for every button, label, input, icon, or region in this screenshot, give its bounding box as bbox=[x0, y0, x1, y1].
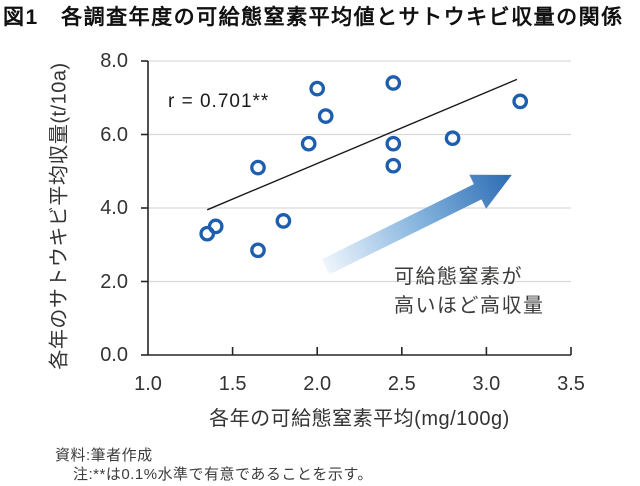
data-point bbox=[300, 135, 317, 152]
data-point bbox=[309, 80, 326, 97]
growth-arrow bbox=[321, 174, 512, 275]
scatter-plot-svg bbox=[141, 60, 572, 356]
y-tick-label: 0.0 bbox=[100, 344, 128, 366]
y-tick-label: 8.0 bbox=[100, 50, 128, 72]
x-tick-label: 1.0 bbox=[134, 373, 162, 395]
data-point bbox=[385, 135, 402, 152]
data-point bbox=[444, 130, 461, 147]
annotation-line1: 可給態窒素が bbox=[394, 266, 523, 288]
data-point bbox=[275, 213, 292, 229]
figure-title: 図1 各調査年度の可給態窒素平均値とサトウキビ収量の関係 bbox=[3, 6, 624, 29]
y-tick-label: 2.0 bbox=[100, 270, 128, 293]
x-tick-label: 3.5 bbox=[557, 373, 585, 395]
source-note: 資料:筆者作成 bbox=[55, 447, 153, 464]
data-point bbox=[512, 93, 529, 110]
y-tick-label: 4.0 bbox=[100, 197, 128, 219]
data-point bbox=[385, 157, 402, 174]
plot-area: r = 0.701** 可給態窒素が 高いほど高収量 bbox=[141, 60, 572, 356]
arrow-annotation: 可給態窒素が 高いほど高収量 bbox=[394, 263, 545, 321]
annotation-line2: 高いほど高収量 bbox=[394, 295, 545, 317]
x-axis-title: 各年の可給態窒素平均(mg/100g) bbox=[209, 408, 510, 430]
data-point bbox=[385, 75, 402, 91]
significance-note: 注:**は0.1%水準で有意であることを示す。 bbox=[73, 466, 373, 483]
trend-line bbox=[206, 78, 518, 211]
x-tick-label: 2.0 bbox=[303, 373, 332, 395]
correlation-label: r = 0.701** bbox=[168, 91, 270, 112]
data-point bbox=[317, 108, 334, 124]
x-tick-label: 3.0 bbox=[472, 373, 501, 395]
y-axis-title: 各年のサトウキビ平均収量(t/10a) bbox=[48, 62, 71, 370]
x-tick-label: 2.5 bbox=[387, 373, 416, 395]
data-point bbox=[207, 218, 224, 235]
y-tick-label: 6.0 bbox=[100, 123, 128, 146]
data-point bbox=[250, 159, 266, 176]
x-tick-label: 1.5 bbox=[218, 373, 247, 395]
data-point bbox=[250, 242, 266, 259]
